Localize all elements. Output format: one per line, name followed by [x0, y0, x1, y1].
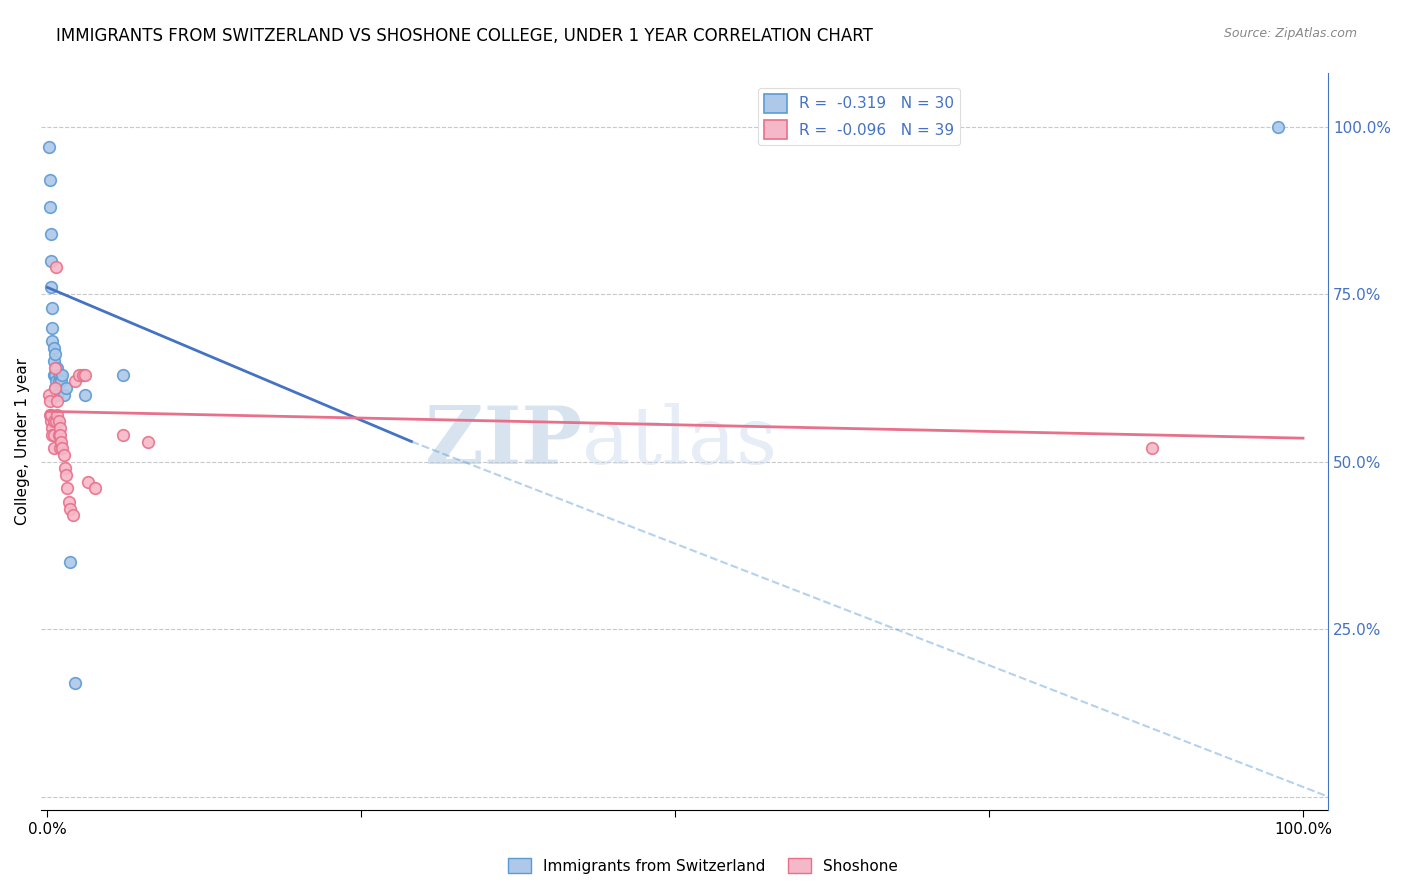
Text: IMMIGRANTS FROM SWITZERLAND VS SHOSHONE COLLEGE, UNDER 1 YEAR CORRELATION CHART: IMMIGRANTS FROM SWITZERLAND VS SHOSHONE … — [56, 27, 873, 45]
Point — [42, 354, 65, 368]
Point — [41, 301, 63, 315]
Point — [45, 374, 67, 388]
Point — [45, 260, 67, 275]
Y-axis label: College, Under 1 year: College, Under 1 year — [15, 358, 30, 525]
Point — [51, 441, 73, 455]
Point — [56, 482, 79, 496]
Point — [39, 408, 62, 422]
Point — [63, 675, 86, 690]
Point — [39, 280, 62, 294]
Text: ZIP: ZIP — [425, 402, 582, 481]
Point — [59, 555, 82, 569]
Point — [38, 387, 60, 401]
Legend: Immigrants from Switzerland, Shoshone: Immigrants from Switzerland, Shoshone — [502, 852, 904, 880]
Point — [38, 200, 60, 214]
Point — [46, 387, 69, 401]
Point — [38, 394, 60, 409]
Point — [44, 381, 66, 395]
Legend: R =  -0.319   N = 30, R =  -0.096   N = 39: R = -0.319 N = 30, R = -0.096 N = 39 — [758, 88, 960, 145]
Point — [53, 461, 76, 475]
Point — [48, 414, 70, 428]
Point — [41, 334, 63, 348]
Point — [52, 387, 75, 401]
Point — [44, 368, 66, 382]
Point — [48, 374, 70, 388]
Point — [45, 414, 67, 428]
Point — [111, 427, 134, 442]
Point — [41, 427, 63, 442]
Point — [63, 374, 86, 388]
Point — [42, 414, 65, 428]
Text: Source: ZipAtlas.com: Source: ZipAtlas.com — [1223, 27, 1357, 40]
Point — [38, 408, 60, 422]
Point — [44, 360, 66, 375]
Point — [51, 434, 73, 449]
Point — [42, 441, 65, 455]
Point — [46, 394, 69, 409]
Point — [62, 508, 84, 523]
Point — [46, 360, 69, 375]
Point — [49, 421, 72, 435]
Point — [48, 427, 70, 442]
Point — [1267, 120, 1289, 134]
Point — [42, 341, 65, 355]
Point — [111, 368, 134, 382]
Point — [49, 441, 72, 455]
Point — [72, 368, 94, 382]
Point — [42, 368, 65, 382]
Point — [1142, 441, 1164, 455]
Point — [52, 448, 75, 462]
Point — [59, 501, 82, 516]
Point — [38, 173, 60, 187]
Point — [67, 368, 90, 382]
Point — [76, 475, 98, 489]
Text: atlas: atlas — [582, 402, 776, 481]
Point — [49, 427, 72, 442]
Point — [45, 360, 67, 375]
Point — [84, 482, 107, 496]
Point — [42, 427, 65, 442]
Point — [39, 414, 62, 428]
Point — [39, 253, 62, 268]
Point — [39, 227, 62, 241]
Point — [73, 387, 96, 401]
Point — [41, 421, 63, 435]
Point — [73, 368, 96, 382]
Point — [38, 139, 60, 153]
Point — [51, 368, 73, 382]
Point — [58, 495, 80, 509]
Point — [136, 434, 159, 449]
Point — [46, 408, 69, 422]
Point — [44, 381, 66, 395]
Point — [44, 347, 66, 361]
Point — [49, 368, 72, 382]
Point — [55, 468, 77, 483]
Point — [41, 320, 63, 334]
Point — [51, 374, 73, 388]
Point — [55, 381, 77, 395]
